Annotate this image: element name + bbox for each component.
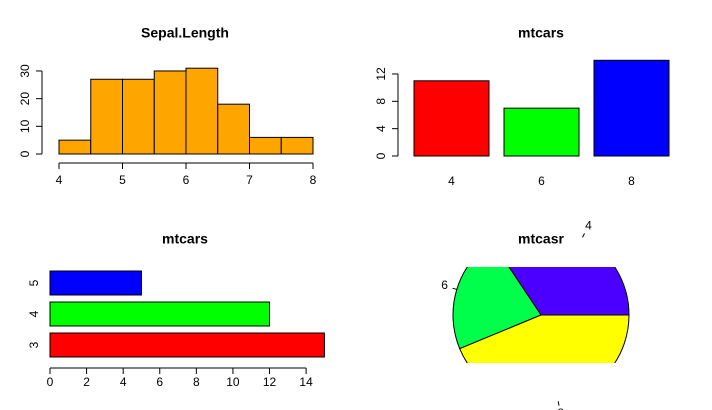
bar [503,107,580,157]
x-tick-label: 12 [263,375,277,389]
chart-title: mtcars [162,231,208,247]
x-tick-label: 2 [83,375,90,389]
x-tick-label: 5 [119,173,126,187]
y-tick-label: 20 [18,92,32,106]
chart-title: mtcars [518,25,564,41]
y-tick-label: 0 [374,152,388,159]
y-tick-label: 10 [18,119,32,133]
chart-title: mtcasr [518,231,564,247]
x-tick-label: 8 [193,375,200,389]
bar [153,70,187,155]
slice-label: 6 [441,278,448,292]
y-tick-label: 8 [374,98,388,105]
bar [90,78,123,155]
y-tick-label: 4 [27,310,41,317]
y-tick-label: 3 [27,341,41,348]
y-tick-label: 0 [18,150,32,157]
bar [49,270,142,296]
bar [58,139,92,155]
bar [413,80,490,157]
label-line [557,401,560,406]
label-line [452,287,457,290]
x-tick-label: 0 [47,375,54,389]
chart-title: Sepal.Length [141,25,229,41]
bar [122,78,155,155]
x-tick-label: 6 [183,173,190,187]
slice-label: 8 [557,406,564,410]
label-line [582,233,585,238]
bar [280,136,314,155]
bar [593,59,670,157]
y-tick-label: 4 [374,125,388,132]
bar [217,103,250,155]
pie [452,267,630,363]
pie-slice [452,267,542,350]
y-tick-label: 5 [27,279,41,286]
x-tick-label: 6 [156,375,163,389]
bar [249,136,282,155]
x-tick-label: 6 [538,174,545,188]
x-tick-label: 8 [310,173,317,187]
pie-slice [459,314,630,363]
x-tick-label: 4 [120,375,127,389]
x-tick-label: 14 [299,375,313,389]
y-tick-label: 30 [18,64,32,78]
x-tick-label: 4 [56,173,63,187]
x-tick-label: 7 [246,173,253,187]
bar [185,67,219,155]
x-tick-label: 8 [628,174,635,188]
x-tick-label: 10 [226,375,240,389]
pie-slice [508,267,630,316]
bar [49,301,271,327]
x-tick-label: 4 [448,174,455,188]
bar [49,332,325,358]
y-tick-label: 12 [374,67,388,81]
slice-label: 4 [585,218,592,232]
